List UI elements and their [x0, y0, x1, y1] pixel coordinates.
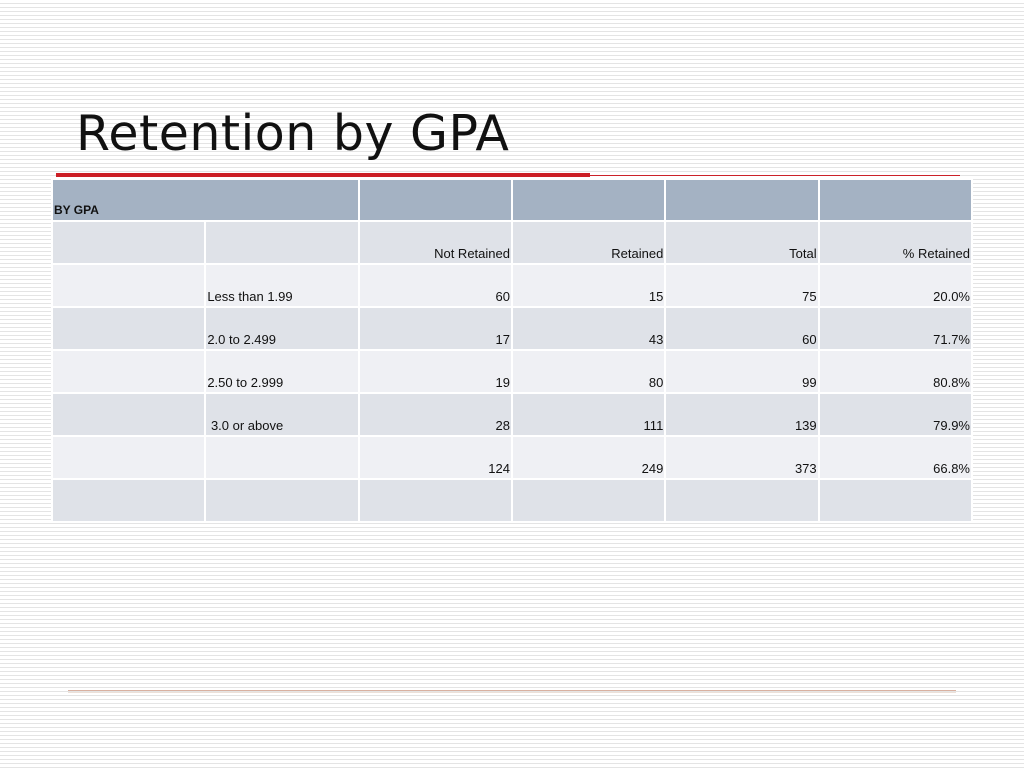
header-cell [359, 180, 511, 220]
column-header-not-retained: Not Retained [359, 222, 511, 263]
pct-retained-value: 71.7% [819, 308, 971, 349]
footer-divider [68, 690, 956, 691]
row-label [206, 437, 358, 478]
retained-value: 80 [512, 351, 665, 392]
footer-divider-shadow [68, 692, 956, 693]
pct-retained-overall: 66.8% [819, 437, 971, 478]
title-accent-bar [56, 173, 590, 177]
not-retained-value: 60 [359, 265, 511, 306]
table-row: Less than 1.99 60 15 75 20.0% [53, 265, 971, 306]
row-label: 2.50 to 2.999 [206, 351, 358, 392]
table-cell [819, 480, 971, 521]
pct-retained-value: 80.8% [819, 351, 971, 392]
slide-title: Retention by GPA [76, 105, 510, 162]
not-retained-value: 19 [359, 351, 511, 392]
retained-value: 111 [512, 394, 665, 435]
total-value: 99 [666, 351, 818, 392]
table-row: 2.50 to 2.999 19 80 99 80.8% [53, 351, 971, 392]
retained-value: 43 [512, 308, 665, 349]
totals-row: 124 249 373 66.8% [53, 437, 971, 478]
total-value: 139 [666, 394, 818, 435]
table-section-label: BY GPA [54, 203, 99, 217]
column-header [206, 222, 358, 263]
table-cell [53, 308, 205, 349]
table-section-cell: BY GPA [53, 180, 358, 220]
table-cell [53, 351, 205, 392]
table-header-row: BY GPA [53, 180, 971, 220]
total-value: 75 [666, 265, 818, 306]
retention-table: BY GPA Not Retained Retained Total % Ret… [51, 178, 973, 523]
pct-retained-value: 79.9% [819, 394, 971, 435]
table-cell [53, 437, 205, 478]
header-cell [819, 180, 971, 220]
table-cell [666, 480, 818, 521]
table-cell [53, 394, 205, 435]
table-cell [53, 480, 205, 521]
header-cell [666, 180, 818, 220]
empty-row [53, 480, 971, 521]
not-retained-total: 124 [359, 437, 511, 478]
table-cell [206, 480, 358, 521]
table-cell [53, 265, 205, 306]
row-label: Less than 1.99 [206, 265, 358, 306]
column-header [53, 222, 205, 263]
not-retained-value: 17 [359, 308, 511, 349]
table-row: 2.0 to 2.499 17 43 60 71.7% [53, 308, 971, 349]
pct-retained-value: 20.0% [819, 265, 971, 306]
column-header-retained: Retained [512, 222, 665, 263]
column-header-pct-retained: % Retained [819, 222, 971, 263]
grand-total: 373 [666, 437, 818, 478]
header-cell [512, 180, 665, 220]
table-row: 3.0 or above 28 111 139 79.9% [53, 394, 971, 435]
row-label: 3.0 or above [206, 394, 358, 435]
not-retained-value: 28 [359, 394, 511, 435]
total-value: 60 [666, 308, 818, 349]
row-label: 2.0 to 2.499 [206, 308, 358, 349]
column-header-total: Total [666, 222, 818, 263]
column-header-row: Not Retained Retained Total % Retained [53, 222, 971, 263]
table-cell [512, 480, 665, 521]
table-cell [359, 480, 511, 521]
retained-value: 15 [512, 265, 665, 306]
retained-total: 249 [512, 437, 665, 478]
